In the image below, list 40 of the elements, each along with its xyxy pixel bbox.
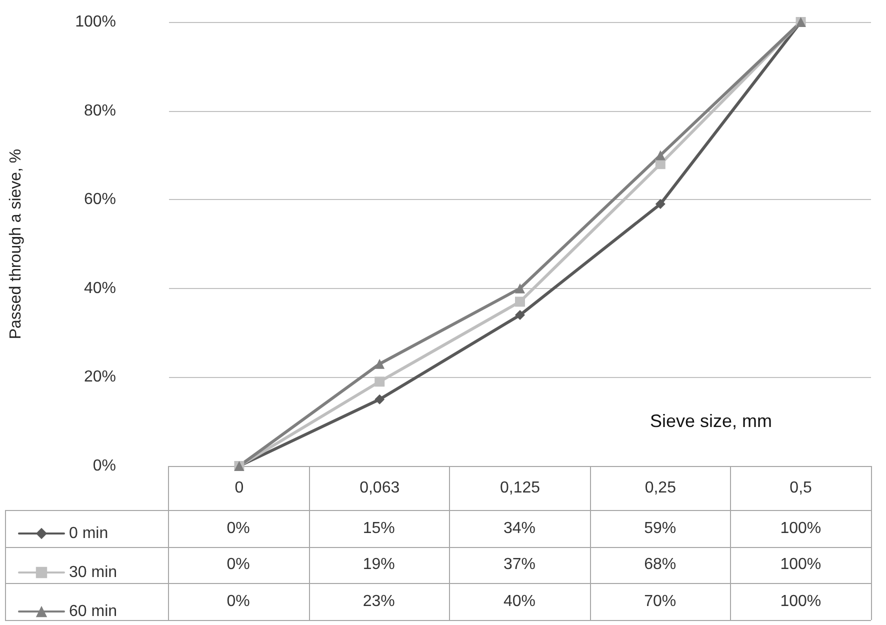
data-label: 37% — [502, 555, 537, 575]
y-tick-label: 80% — [84, 102, 116, 120]
point — [655, 159, 666, 170]
y-tick-label: 60% — [84, 191, 116, 208]
data-label: 19% — [362, 555, 396, 575]
y-tick-label: 100% — [75, 14, 116, 30]
y-axis-title: Passed through a sieve, % — [8, 148, 24, 340]
point — [374, 376, 385, 387]
point — [655, 150, 666, 160]
point — [374, 394, 385, 404]
data-label: 100% — [779, 555, 822, 575]
data-label: 59% — [643, 518, 678, 538]
x-tick-label: 0,063 — [360, 480, 400, 496]
x-tick-label: 0,5 — [790, 480, 812, 496]
point — [515, 283, 525, 294]
data-label: 34% — [502, 518, 537, 538]
data-label: 68% — [643, 555, 678, 575]
data-label: 0% — [226, 518, 251, 538]
data-label: 40% — [502, 592, 537, 612]
y-tick-label: 40% — [84, 280, 116, 297]
x-axis-title: Sieve size, mm — [650, 411, 772, 431]
y-tick-label: 20% — [84, 368, 116, 386]
x-tick-label: 0,25 — [644, 480, 676, 496]
point — [655, 199, 666, 210]
data-label: 23% — [362, 592, 396, 612]
data-label: 15% — [362, 518, 396, 538]
data-label: 0% — [226, 555, 251, 575]
data-label: 70% — [643, 592, 678, 612]
point — [515, 310, 525, 320]
point — [515, 296, 525, 307]
point — [374, 358, 385, 369]
legend-label: 0 min — [69, 525, 108, 542]
data-label: 0% — [226, 592, 251, 612]
data-label: 100% — [779, 592, 822, 612]
y-tick-label: 0% — [92, 458, 116, 474]
x-tick-label: 0 — [234, 480, 244, 496]
legend-label: 60 min — [69, 603, 118, 620]
data-label: 100% — [779, 518, 822, 538]
legend-label: 30 min — [69, 564, 118, 581]
x-tick-label: 0,125 — [500, 480, 540, 496]
